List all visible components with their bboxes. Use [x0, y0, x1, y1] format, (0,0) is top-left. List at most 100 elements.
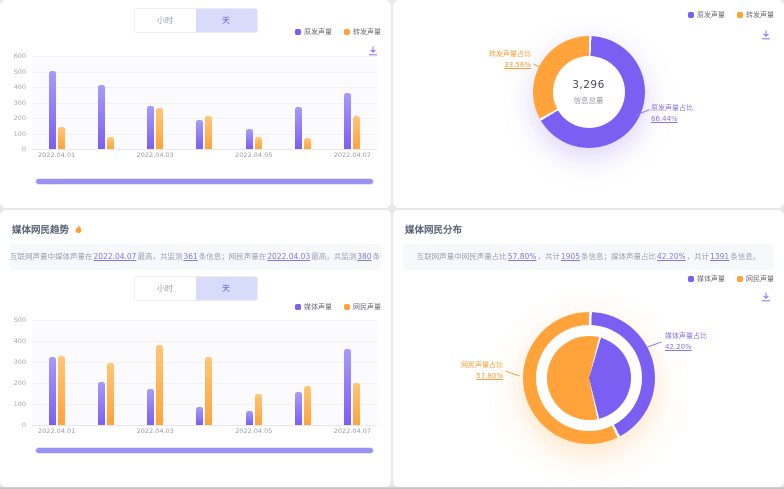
bar-group[interactable]: [81, 320, 130, 425]
donut-ring[interactable]: [532, 36, 645, 148]
bar-group[interactable]: [131, 56, 180, 149]
bar-group[interactable]: [180, 320, 229, 425]
bar[interactable]: [106, 362, 114, 425]
bar[interactable]: [344, 349, 352, 425]
bar-group[interactable]: [32, 320, 81, 425]
bar-group[interactable]: [328, 56, 377, 149]
y-tick-label: 600: [13, 52, 26, 60]
legend-item-repost[interactable]: 转发声量: [344, 27, 381, 37]
x-tick-label: 2022.04.07: [333, 151, 371, 159]
bar-group[interactable]: [278, 56, 327, 149]
y-tick-label: 300: [13, 98, 26, 107]
legend-dot-orange: [344, 304, 350, 310]
bar-group[interactable]: [180, 56, 229, 149]
bar[interactable]: [353, 383, 361, 425]
bar-group[interactable]: [131, 320, 180, 425]
x-tick-label: 2022.04.01: [38, 151, 76, 159]
bar[interactable]: [48, 70, 56, 149]
bar[interactable]: [304, 386, 312, 425]
slice-pct: 66.44%: [651, 114, 678, 123]
bar[interactable]: [295, 107, 303, 149]
gridline: [32, 425, 377, 426]
pie-inner[interactable]: [546, 336, 631, 420]
gridline: [32, 56, 377, 57]
legend-label: 原发声量: [304, 28, 332, 36]
panel-media-netizen-trend: 媒体网民趋势 互联网声量中媒体声量在2022.04.07最高，共监测361条信息…: [0, 210, 391, 487]
bar[interactable]: [196, 406, 204, 425]
bar[interactable]: [196, 120, 204, 149]
legend-dot-purple: [688, 276, 694, 282]
slice-pct: 57.80%: [476, 371, 503, 380]
data-zoom-scrollbar[interactable]: [36, 179, 373, 184]
bar[interactable]: [97, 85, 105, 149]
total-volume-value: 3,296: [572, 78, 605, 91]
bar[interactable]: [353, 116, 361, 149]
bar-group[interactable]: [32, 56, 81, 149]
bar[interactable]: [57, 127, 65, 149]
panel-volume-distribution: 原发声量 转发声量 3,296 信息总量 转发声量占比 33.56% 原发声量占…: [393, 0, 784, 208]
legend: 媒体声量 网民声量: [295, 302, 381, 312]
gridline: [32, 383, 377, 384]
insight-text: 互联网声量中网民声量占比57.80%，共计1905条信息；媒体声量占比42.20…: [403, 244, 774, 270]
bar-group[interactable]: [328, 320, 377, 425]
bar-group[interactable]: [278, 320, 327, 425]
legend-item-media[interactable]: 媒体声量: [688, 274, 725, 284]
download-icon[interactable]: [760, 288, 772, 302]
toggle-day-button[interactable]: 天: [195, 277, 257, 300]
legend: 原发声量 转发声量: [295, 27, 381, 37]
legend-item-repost[interactable]: 转发声量: [737, 10, 774, 20]
toggle-hour-button[interactable]: 小时: [134, 277, 196, 300]
data-zoom-scrollbar[interactable]: [36, 448, 373, 453]
x-tick-label: [180, 151, 229, 162]
x-tick-label: 2022.04.03: [136, 151, 174, 159]
legend-item-media[interactable]: 媒体声量: [295, 302, 332, 312]
bar[interactable]: [147, 389, 155, 425]
bar-group[interactable]: [229, 320, 278, 425]
bar[interactable]: [147, 105, 155, 149]
x-tick-label: [278, 427, 327, 438]
bar[interactable]: [254, 393, 262, 425]
bar-group[interactable]: [229, 56, 278, 149]
x-tick-label: 2022.04.01: [38, 427, 76, 435]
x-tick-label: [278, 151, 327, 162]
media-netizen-distribution-pie[interactable]: [522, 312, 655, 444]
toggle-hour-button[interactable]: 小时: [134, 9, 196, 32]
download-icon[interactable]: [367, 42, 379, 56]
bar[interactable]: [245, 128, 253, 149]
bar[interactable]: [156, 345, 164, 425]
y-tick-label: 200: [13, 114, 26, 122]
bar[interactable]: [344, 93, 352, 149]
bar[interactable]: [205, 357, 213, 425]
bar[interactable]: [254, 136, 262, 149]
legend-dot-orange: [737, 12, 743, 18]
volume-distribution-donut[interactable]: 3,296 信息总量: [532, 36, 645, 148]
x-tick-label: 2022.04.05: [235, 427, 273, 435]
gridline: [32, 362, 377, 363]
panel-media-netizen-distribution: 媒体网民分布 互联网声量中网民声量占比57.80%，共计1905条信息；媒体声量…: [393, 210, 784, 487]
bar[interactable]: [106, 136, 114, 149]
legend-item-original[interactable]: 原发声量: [295, 27, 332, 37]
bar[interactable]: [304, 138, 312, 149]
legend-item-netizen[interactable]: 网民声量: [737, 274, 774, 284]
legend-dot-purple: [295, 304, 301, 310]
bar[interactable]: [156, 108, 164, 149]
bar[interactable]: [57, 355, 65, 425]
bar-group[interactable]: [81, 56, 130, 149]
y-tick-label: 500: [13, 67, 26, 76]
window-bottom-edge: [0, 487, 784, 489]
bar[interactable]: [48, 356, 56, 425]
y-tick-label: 100: [13, 400, 26, 408]
legend-item-netizen[interactable]: 网民声量: [344, 302, 381, 312]
bar[interactable]: [295, 392, 303, 425]
legend-item-original[interactable]: 原发声量: [688, 10, 725, 20]
legend-dot-orange: [344, 29, 350, 35]
panel-title-text: 媒体网民分布: [405, 225, 463, 236]
bar[interactable]: [245, 411, 253, 425]
download-icon[interactable]: [760, 26, 772, 40]
gridline: [32, 71, 377, 73]
volume-trend-bar-chart: 0 100 200 300 400 500 600 2022.04.01 2022.04.03 2…: [6, 52, 379, 162]
toggle-day-button[interactable]: 天: [195, 9, 257, 32]
slice-label-repost: 转发声量占比 33.56%: [427, 49, 531, 71]
bar[interactable]: [205, 115, 213, 149]
bar[interactable]: [97, 382, 105, 425]
